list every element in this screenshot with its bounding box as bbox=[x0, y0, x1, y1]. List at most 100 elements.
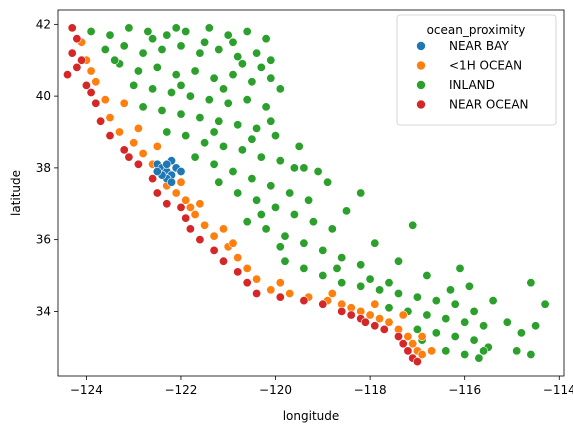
data-point-inland-127 bbox=[365, 274, 375, 284]
data-point-inland-137 bbox=[171, 23, 181, 33]
data-point-inland-74 bbox=[356, 260, 366, 270]
data-point-inland-43 bbox=[233, 120, 243, 130]
data-point--1h-ocean-22 bbox=[285, 288, 295, 298]
y-axis-ticks: 34 36 38 40 42 bbox=[36, 17, 58, 318]
data-point-inland-40 bbox=[176, 109, 186, 119]
data-point-inland-92 bbox=[412, 324, 422, 334]
data-point-inland-133 bbox=[384, 278, 394, 288]
data-point-inland-38 bbox=[138, 102, 148, 112]
data-point-near-ocean-0 bbox=[67, 23, 77, 33]
data-point--1h-ocean-5 bbox=[115, 127, 125, 137]
data-point-inland-117 bbox=[464, 281, 474, 291]
data-point-near-ocean-19 bbox=[219, 256, 229, 266]
x-tick-label: −116 bbox=[448, 383, 481, 397]
data-point-inland-91 bbox=[479, 321, 489, 331]
data-point-inland-81 bbox=[393, 288, 403, 298]
data-point-inland-39 bbox=[157, 106, 167, 116]
legend-label-near-ocean: NEAR OCEAN bbox=[449, 98, 529, 112]
data-point-inland-8 bbox=[242, 26, 252, 36]
data-point-inland-84 bbox=[450, 299, 460, 309]
x-tick-label: −124 bbox=[70, 383, 103, 397]
data-point-inland-66 bbox=[308, 217, 318, 227]
data-point--1h-ocean-11 bbox=[171, 188, 181, 198]
data-point--1h-ocean-37 bbox=[119, 98, 129, 108]
data-point-near-ocean-14 bbox=[176, 202, 186, 212]
data-point-inland-34 bbox=[204, 95, 214, 105]
data-point-inland-89 bbox=[441, 314, 451, 324]
data-point-near-ocean-4 bbox=[62, 70, 72, 80]
data-point-inland-21 bbox=[133, 66, 143, 76]
data-point-inland-123 bbox=[176, 80, 186, 90]
legend-entries: NEAR BAY <1H OCEAN INLAND NEAR OCEAN bbox=[416, 39, 529, 112]
data-point-inland-122 bbox=[110, 55, 120, 65]
data-point-inland-26 bbox=[228, 70, 238, 80]
data-point-near-ocean-16 bbox=[185, 224, 195, 234]
data-point-inland-119 bbox=[237, 59, 247, 69]
data-point--1h-ocean-30 bbox=[384, 317, 394, 327]
data-point-inland-111 bbox=[294, 141, 304, 151]
data-point-inland-105 bbox=[488, 296, 498, 306]
data-point-inland-90 bbox=[460, 317, 470, 327]
data-point-inland-70 bbox=[280, 231, 290, 241]
data-point-inland-57 bbox=[247, 174, 257, 184]
data-point-inland-118 bbox=[219, 84, 229, 94]
data-point-near-ocean-26 bbox=[337, 306, 347, 316]
data-point-inland-79 bbox=[356, 281, 366, 291]
data-point-inland-59 bbox=[285, 188, 295, 198]
data-point-near-ocean-37 bbox=[77, 55, 87, 65]
data-point--1h-ocean-41 bbox=[219, 224, 229, 234]
data-point-inland-115 bbox=[393, 256, 403, 266]
data-point-inland-13 bbox=[157, 44, 167, 54]
data-point--1h-ocean-3 bbox=[100, 95, 110, 105]
data-point-near-ocean-18 bbox=[209, 245, 219, 255]
data-point-inland-125 bbox=[247, 134, 257, 144]
data-point-near-ocean-23 bbox=[275, 292, 285, 302]
data-point-inland-52 bbox=[275, 156, 285, 166]
data-point--1h-ocean-40 bbox=[195, 199, 205, 209]
data-point-inland-100 bbox=[526, 278, 536, 288]
legend-marker-near-bay bbox=[416, 41, 426, 51]
data-point-inland-5 bbox=[181, 26, 191, 36]
legend-marker-near-ocean bbox=[416, 99, 426, 110]
data-point-inland-36 bbox=[242, 95, 252, 105]
data-point-inland-108 bbox=[370, 238, 380, 248]
data-point--1h-ocean-15 bbox=[200, 220, 210, 230]
data-point-inland-76 bbox=[299, 263, 309, 273]
data-point-inland-53 bbox=[289, 163, 299, 173]
data-point-near-ocean-39 bbox=[124, 152, 134, 162]
data-point--1h-ocean-39 bbox=[152, 141, 162, 151]
data-point-inland-58 bbox=[266, 181, 276, 191]
data-point-near-ocean-34 bbox=[403, 346, 413, 356]
data-point-near-ocean-38 bbox=[86, 88, 96, 98]
data-point-near-ocean-36 bbox=[412, 357, 422, 367]
data-point-inland-103 bbox=[540, 299, 550, 309]
data-point-inland-32 bbox=[167, 88, 177, 98]
data-point-inland-97 bbox=[441, 346, 451, 356]
x-axis-label: longitude bbox=[283, 409, 340, 423]
data-point-inland-95 bbox=[469, 335, 479, 345]
data-point-inland-51 bbox=[256, 152, 266, 162]
data-point-inland-44 bbox=[252, 123, 262, 133]
data-point-inland-71 bbox=[299, 238, 309, 248]
data-point--1h-ocean-47 bbox=[176, 177, 186, 187]
data-point-inland-136 bbox=[512, 346, 522, 356]
data-point-inland-98 bbox=[460, 349, 470, 359]
data-point--1h-ocean-46 bbox=[417, 331, 427, 341]
x-tick-label: −122 bbox=[164, 383, 197, 397]
data-point-inland-37 bbox=[261, 102, 271, 112]
data-point-inland-86 bbox=[384, 303, 394, 313]
data-point--1h-ocean-42 bbox=[275, 278, 285, 288]
data-point-inland-65 bbox=[289, 210, 299, 220]
x-tick-label: −114 bbox=[543, 383, 573, 397]
data-point-inland-67 bbox=[327, 224, 337, 234]
data-point-near-ocean-33 bbox=[398, 339, 408, 349]
data-point-near-ocean-3 bbox=[72, 62, 82, 72]
data-point-inland-116 bbox=[422, 270, 432, 280]
data-point-near-ocean-6 bbox=[91, 98, 101, 108]
data-point-inland-29 bbox=[275, 84, 285, 94]
legend-box bbox=[396, 14, 557, 126]
data-point--1h-ocean-21 bbox=[266, 285, 276, 295]
data-point--1h-ocean-38 bbox=[133, 123, 143, 133]
data-point-inland-77 bbox=[318, 270, 328, 280]
